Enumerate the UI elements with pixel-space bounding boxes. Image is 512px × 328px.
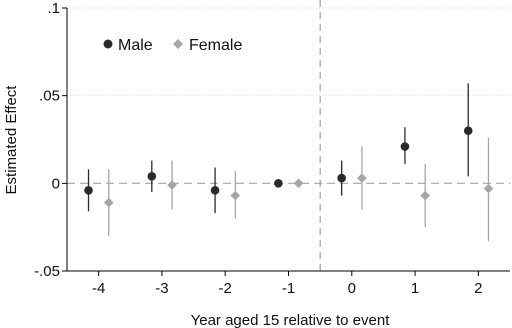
x-tick-label: -2: [219, 280, 232, 297]
female-point: [420, 190, 431, 201]
male-point: [84, 186, 93, 195]
legend-male-marker: [103, 39, 113, 49]
y-tick-label: -.05: [34, 263, 60, 280]
y-tick-label: .05: [39, 88, 60, 105]
legend-male-label: Male: [118, 37, 153, 54]
x-tick-label: 2: [474, 280, 482, 297]
y-ticks: .1 .05 0 -.05: [34, 0, 67, 280]
x-tick-label: 0: [348, 280, 356, 297]
points: [84, 126, 494, 208]
female-point: [357, 173, 367, 183]
male-point: [337, 173, 346, 183]
gridlines: [67, 7, 510, 97]
legend: Male Female: [103, 37, 242, 54]
y-axis-title: Estimated Effect: [3, 85, 20, 195]
male-point: [147, 172, 157, 181]
female-point: [230, 190, 241, 201]
x-tick-label: -1: [282, 280, 295, 297]
female-point: [293, 178, 304, 189]
x-ticks: -4 -3 -2 -1 0 1 2: [92, 271, 483, 297]
x-axis-title: Year aged 15 relative to event: [191, 312, 391, 328]
y-tick-label: .1: [47, 0, 60, 17]
x-tick-label: -4: [92, 280, 105, 297]
female-point: [167, 180, 177, 190]
error-bars: [87, 83, 490, 242]
legend-female-marker: [173, 39, 183, 49]
y-tick-label: 0: [52, 175, 60, 192]
female-point: [103, 197, 114, 208]
male-point: [210, 186, 220, 195]
male-point: [400, 142, 410, 151]
male-point: [463, 126, 473, 136]
x-tick-label: -3: [155, 280, 168, 297]
male-point: [274, 179, 283, 188]
x-tick-label: 1: [411, 280, 419, 297]
female-point: [483, 183, 494, 194]
legend-female-label: Female: [189, 37, 242, 54]
